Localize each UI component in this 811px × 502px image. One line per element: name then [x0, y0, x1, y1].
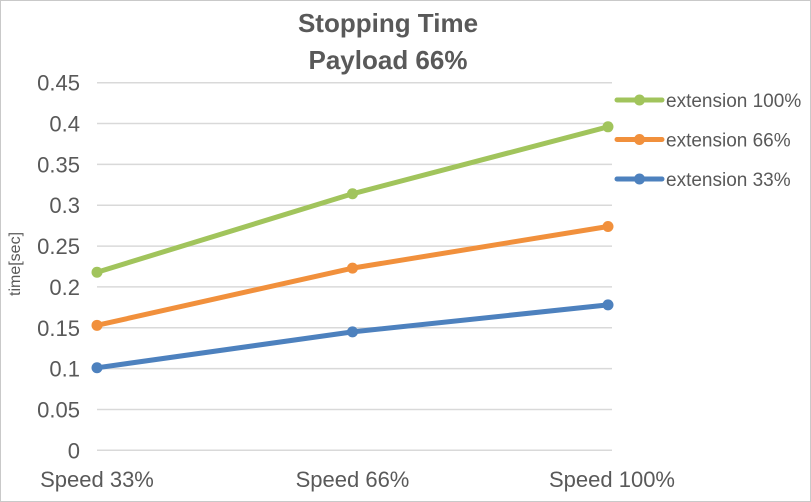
data-point-extension-100	[347, 188, 358, 200]
data-point-extension-66	[602, 220, 614, 232]
legend-item-extension-66: extension 66%	[614, 131, 791, 152]
legend-item-label: extension 33%	[666, 170, 791, 191]
y-tick-label: 0.4	[49, 112, 80, 137]
y-tick-label: 0.3	[49, 193, 80, 218]
data-point-extension-33	[602, 299, 614, 311]
legend-item-label: extension 100%	[666, 91, 801, 112]
y-tick-label: 0.15	[37, 316, 80, 341]
legend-item-extension-33: extension 33%	[614, 170, 791, 191]
y-tick-label: 0.05	[37, 397, 80, 422]
x-axis-category-label: Speed 33%	[40, 467, 154, 492]
data-point-extension-100	[91, 266, 103, 278]
y-tick-label: 0.35	[37, 152, 80, 177]
legend-item-label: extension 66%	[666, 131, 791, 152]
data-point-extension-66	[347, 262, 358, 274]
legend-marker-icon	[634, 134, 645, 145]
y-tick-label: 0	[68, 438, 80, 463]
y-tick-label: 0.25	[37, 234, 80, 259]
x-axis-category-label: Speed 100%	[549, 467, 675, 492]
series-line-extension-100	[94, 124, 611, 275]
data-point-extension-100	[602, 121, 614, 133]
data-point-extension-33	[91, 362, 103, 374]
y-tick-label: 0.2	[49, 275, 80, 300]
data-point-extension-66	[91, 319, 103, 331]
y-tick-label: 0.45	[37, 71, 80, 96]
legend-item-extension-100: extension 100%	[614, 91, 801, 112]
y-axis-title: time[sec]	[7, 232, 24, 296]
y-tick-label: 0.1	[49, 357, 80, 382]
legend-marker-icon	[634, 173, 645, 185]
data-point-extension-33	[347, 326, 358, 338]
legend-marker-icon	[634, 94, 645, 106]
x-axis-category-label: Speed 66%	[296, 467, 410, 492]
